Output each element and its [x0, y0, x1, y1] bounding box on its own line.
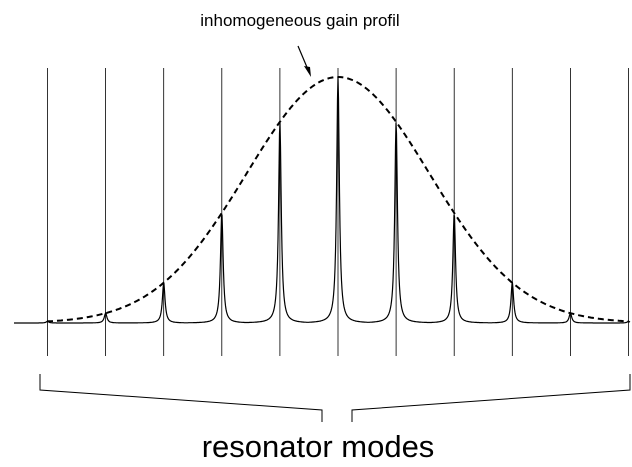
mode-spectrum: [14, 76, 631, 324]
modes-label: resonator modes: [202, 429, 435, 464]
bracket: [39, 374, 631, 422]
arrow-head: [304, 66, 311, 77]
gain-label: inhomogeneous gain profil: [200, 11, 399, 30]
